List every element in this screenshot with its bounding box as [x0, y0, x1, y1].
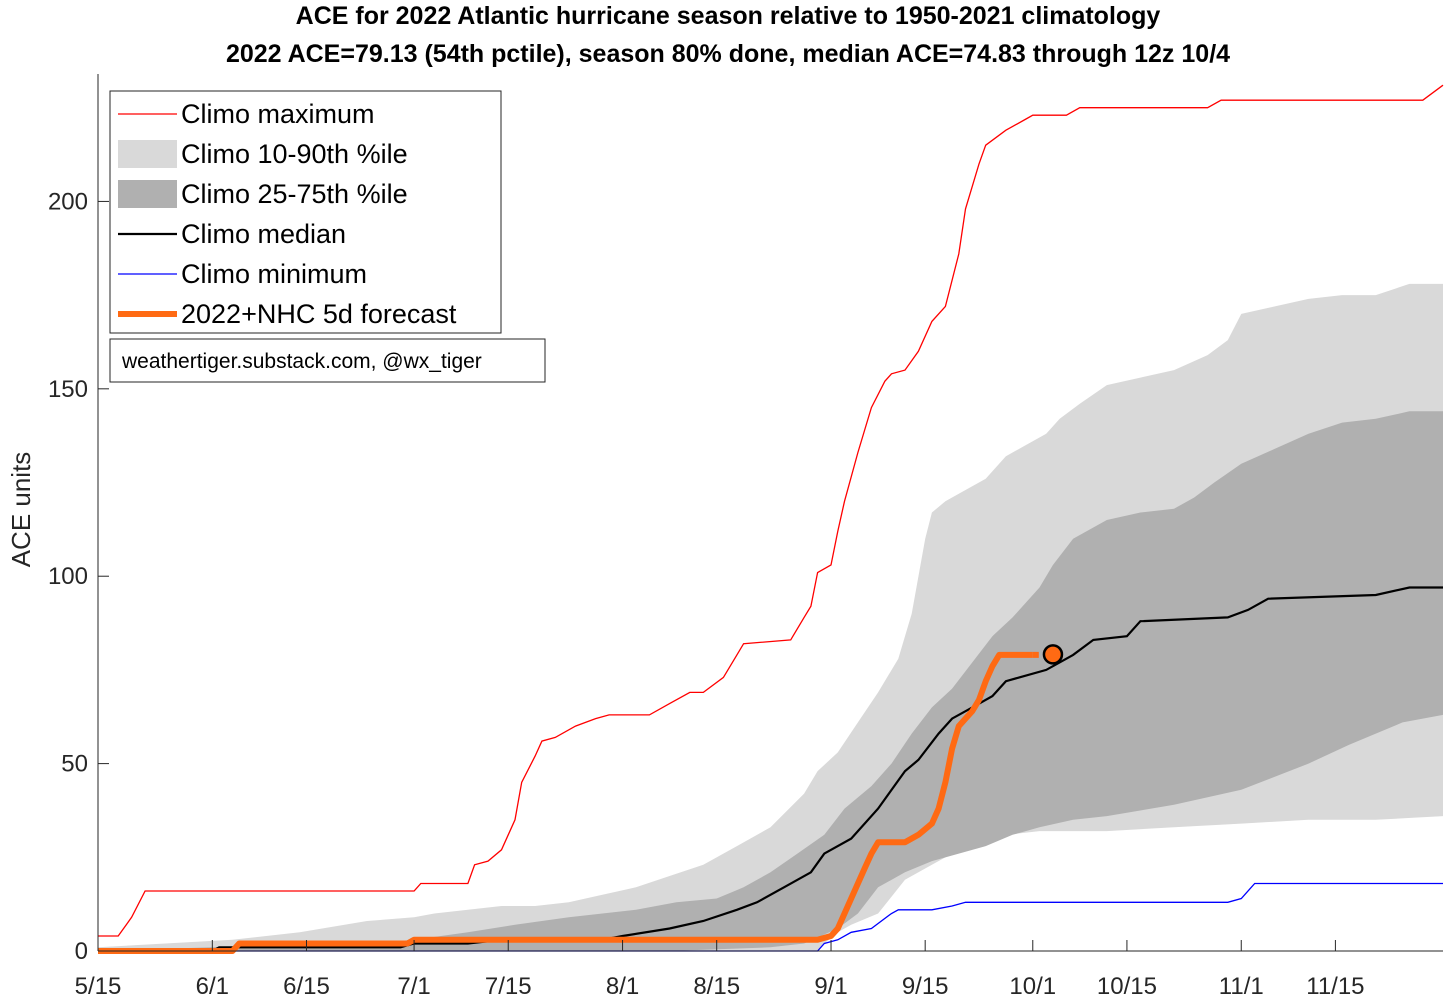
legend: Climo maximum Climo 10-90th %ile Climo 25-… [109, 90, 546, 383]
legend-box [109, 90, 502, 334]
x-tick-label: 6/15 [283, 973, 330, 1000]
series-layer [98, 84, 1444, 954]
marker-2022-current [1042, 644, 1064, 665]
x-tick-label: 10/1 [1009, 973, 1056, 1000]
chart-title: ACE for 2022 Atlantic hurricane season r… [295, 2, 1161, 30]
y-tick-label: 50 [61, 751, 88, 778]
legend-swatch-p25_75 [118, 180, 177, 208]
legend-swatch-p10_90 [118, 140, 177, 168]
line-climo-maximum [98, 84, 1444, 937]
y-tick-label: 100 [48, 563, 88, 590]
x-tick-label: 7/15 [485, 973, 532, 1000]
x-tick-label: 9/1 [814, 973, 847, 1000]
x-tick-label: 10/15 [1097, 973, 1157, 1000]
legend-label-min: Climo minimum [181, 259, 367, 289]
x-tick-label: 7/1 [397, 973, 430, 1000]
band-layer [98, 283, 1443, 951]
y-axis-label: ACE units [6, 452, 36, 568]
x-tick-label: 8/15 [693, 973, 740, 1000]
legend-label-p10_90: Climo 10-90th %ile [181, 139, 408, 169]
annotation-text: weathertiger.substack.com, @wx_tiger [121, 350, 482, 373]
annotation-box [109, 338, 546, 383]
axes-layer: 0 50 100 150 200 5/15 6/1 6/15 7/1 7/15 8/1 8/15 9/1… [6, 74, 1443, 1000]
y-tick-label: 150 [48, 376, 88, 403]
x-tick-label: 11/15 [1306, 973, 1364, 1000]
x-tick-label: 6/1 [196, 973, 229, 1000]
x-tick-label: 5/15 [75, 973, 122, 1000]
chart-subtitle: 2022 ACE=79.13 (54th pctile), season 80%… [225, 40, 1231, 68]
legend-label-y2022: 2022+NHC 5d forecast [181, 299, 457, 329]
legend-label-p25_75: Climo 25-75th %ile [181, 179, 408, 209]
legend-label-max: Climo maximum [181, 99, 375, 129]
x-tick-label: 11/1 [1219, 973, 1264, 1000]
line-climo-minimum [98, 882, 1443, 952]
x-tick-label: 8/1 [606, 973, 639, 1000]
line-2022-observed [98, 651, 1033, 954]
band-25-75 [98, 411, 1443, 951]
x-tick-label: 9/15 [902, 973, 949, 1000]
legend-label-median: Climo median [181, 219, 346, 249]
y-tick-label: 200 [48, 188, 88, 215]
y-tick-label: 0 [75, 938, 88, 965]
